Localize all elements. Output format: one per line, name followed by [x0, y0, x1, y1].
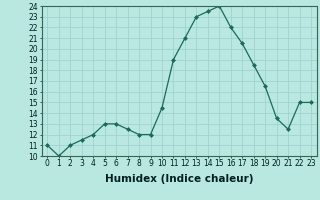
X-axis label: Humidex (Indice chaleur): Humidex (Indice chaleur) — [105, 174, 253, 184]
